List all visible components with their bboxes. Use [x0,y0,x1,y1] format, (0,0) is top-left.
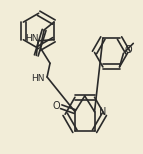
Text: HN: HN [25,34,38,43]
Text: HN: HN [31,75,45,83]
Text: O: O [52,101,60,111]
Text: N: N [99,107,106,117]
Text: O: O [125,45,132,55]
